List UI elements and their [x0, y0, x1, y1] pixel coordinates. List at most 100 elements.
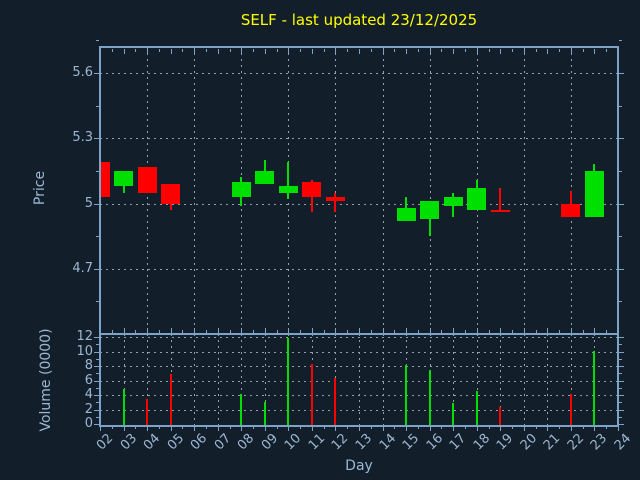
axis-tick [218, 49, 219, 54]
day-tick-label-13: 13 [353, 431, 376, 454]
axis-tick [253, 330, 254, 333]
axis-tick [159, 49, 160, 52]
volume-day-gridline-6 [194, 334, 195, 426]
axis-tick [371, 49, 372, 52]
axis-tick [147, 426, 148, 431]
volume-day-gridline-14 [383, 334, 384, 426]
volume-day-gridline-19 [500, 334, 501, 426]
axis-tick [206, 330, 207, 333]
axis-tick [182, 426, 183, 429]
axis-tick [135, 426, 136, 429]
axis-tick [265, 49, 266, 54]
axis-tick [112, 426, 113, 429]
axis-tick [406, 426, 407, 431]
axis-tick [453, 49, 454, 54]
volume-day-gridline-4 [147, 334, 148, 426]
volume-bar-day-22 [570, 394, 572, 425]
axis-tick [159, 426, 160, 429]
axis-tick [583, 330, 584, 333]
axis-tick [359, 328, 360, 333]
axis-tick [359, 49, 360, 54]
axis-tick [324, 426, 325, 429]
volume-tick-label-10: 10 [76, 344, 93, 359]
axis-tick [94, 395, 99, 396]
axis-tick [335, 49, 336, 54]
candle-body-day-4 [138, 167, 157, 193]
candle-body-day-17 [444, 197, 463, 206]
candle-body-day-15 [397, 208, 416, 221]
axis-tick [477, 426, 478, 431]
axis-tick [96, 417, 99, 418]
axis-tick [606, 426, 607, 429]
volume-day-gridline-13 [359, 334, 360, 426]
axis-tick [135, 330, 136, 333]
volume-day-gridline-9 [265, 334, 266, 426]
axis-tick [619, 395, 624, 396]
axis-tick [619, 410, 624, 411]
day-tick-label-23: 23 [588, 431, 611, 454]
axis-tick [230, 426, 231, 429]
axis-tick [619, 40, 622, 41]
axis-tick [453, 426, 454, 431]
axis-tick [418, 330, 419, 333]
volume-bar-day-12 [334, 378, 336, 425]
price-plot-area [100, 47, 618, 334]
axis-tick [241, 328, 242, 333]
axis-tick [300, 330, 301, 333]
axis-tick [371, 330, 372, 333]
axis-tick [619, 352, 624, 353]
axis-tick [159, 330, 160, 333]
candle-wick-day-19 [499, 188, 501, 212]
axis-tick [606, 330, 607, 333]
axis-tick [489, 49, 490, 52]
candle-body-day-3 [114, 171, 133, 186]
volume-tick-label-2: 2 [84, 402, 93, 417]
axis-tick [618, 328, 619, 333]
axis-tick [288, 328, 289, 333]
axis-tick [383, 328, 384, 333]
axis-tick [135, 49, 136, 52]
candle-wick-day-10 [287, 162, 289, 199]
axis-tick [100, 426, 101, 431]
axis-tick [394, 426, 395, 429]
x-axis-title: Day [345, 458, 373, 474]
axis-tick [430, 426, 431, 431]
axis-tick [94, 337, 99, 338]
axis-tick [583, 49, 584, 52]
day-tick-label-15: 15 [400, 431, 423, 454]
axis-tick [359, 426, 360, 431]
volume-bar-day-17 [452, 403, 454, 425]
price-tick-label-5.3: 5.3 [72, 130, 93, 145]
axis-tick [347, 330, 348, 333]
axis-tick [206, 426, 207, 429]
axis-tick [406, 328, 407, 333]
candle-body-day-12 [326, 197, 345, 201]
axis-tick [147, 49, 148, 54]
axis-tick [312, 49, 313, 54]
axis-tick [171, 49, 172, 54]
volume-tick-label-0: 0 [84, 416, 93, 431]
axis-tick [94, 410, 99, 411]
axis-tick [96, 236, 99, 237]
axis-tick [241, 49, 242, 54]
axis-tick [277, 330, 278, 333]
axis-tick [230, 49, 231, 52]
axis-tick [524, 426, 525, 431]
axis-tick [500, 426, 501, 431]
axis-tick [182, 330, 183, 333]
price-tick-label-5.6: 5.6 [72, 65, 93, 80]
price-gridline-5.6 [100, 73, 618, 74]
axis-tick [512, 426, 513, 429]
day-tick-label-03: 03 [118, 431, 141, 454]
axis-tick [619, 171, 622, 172]
axis-tick [441, 426, 442, 429]
axis-tick [477, 49, 478, 54]
candle-body-day-2 [100, 162, 110, 197]
axis-tick [524, 49, 525, 54]
day-tick-label-20: 20 [518, 431, 541, 454]
axis-tick [418, 49, 419, 52]
volume-bar-day-10 [287, 338, 289, 425]
axis-tick [512, 330, 513, 333]
price-gridline-5 [100, 204, 618, 205]
